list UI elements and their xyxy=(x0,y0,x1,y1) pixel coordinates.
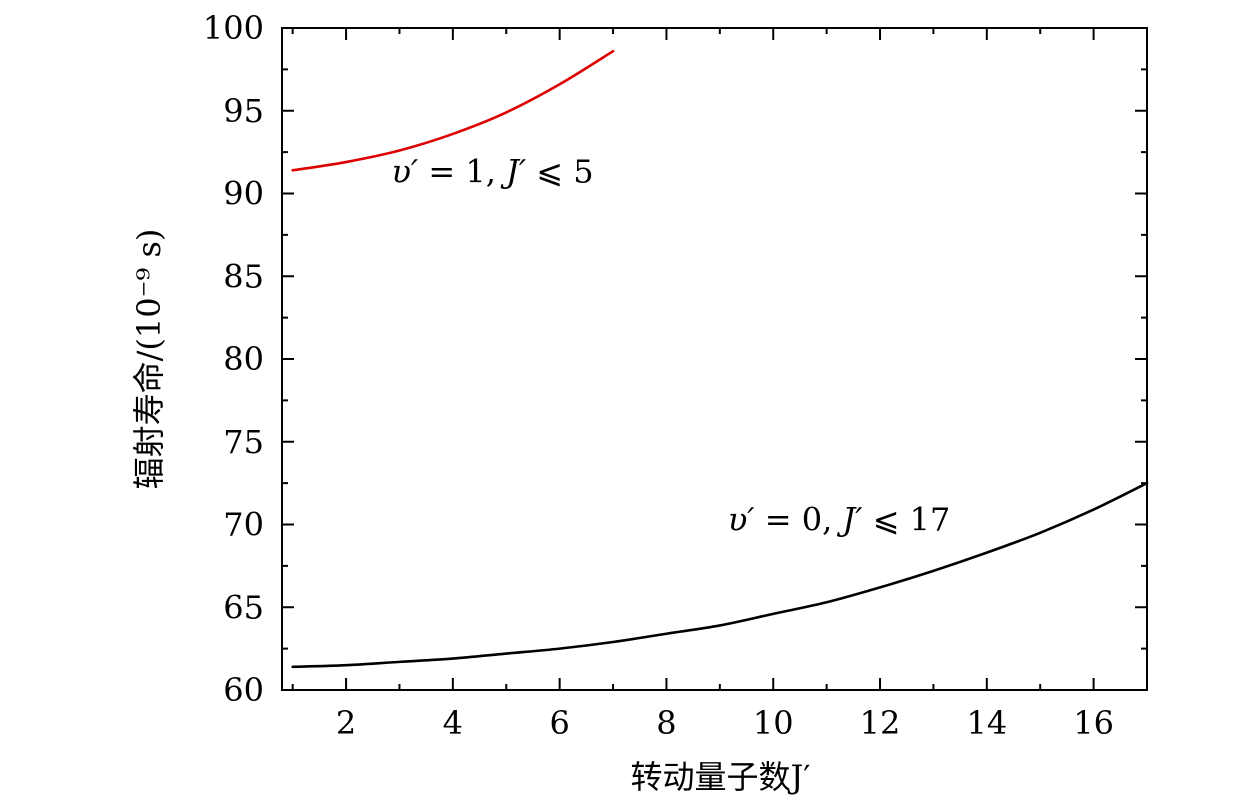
x-tick-label: 8 xyxy=(656,704,676,742)
x-tick-label: 14 xyxy=(966,704,1007,742)
x-tick-labels: 2 4 6 8 10 12 14 16 xyxy=(336,704,1114,742)
y-tick-label: 95 xyxy=(223,92,264,130)
x-axis-title: 转动量子数J′ xyxy=(630,758,810,796)
x-tick-label: 16 xyxy=(1073,704,1114,742)
y-tick-label: 85 xyxy=(223,257,264,295)
series-annotation-1: υ′ = 1, J′ ⩽ 5 xyxy=(391,153,593,191)
plot-frame xyxy=(281,27,1148,691)
y-tick-label: 80 xyxy=(223,340,264,378)
y-tick-label: 65 xyxy=(223,588,264,626)
axis-ticks xyxy=(282,27,1148,691)
x-tick-label: 12 xyxy=(860,704,901,742)
x-tick-label: 10 xyxy=(753,704,794,742)
y-tick-label: 70 xyxy=(223,506,264,544)
y-tick-label: 100 xyxy=(203,9,264,47)
y-tick-labels: 60 65 70 75 80 85 90 95 100 xyxy=(203,9,264,709)
y-tick-label: 60 xyxy=(223,671,264,709)
plot-lines xyxy=(291,49,1149,669)
x-tick-label: 2 xyxy=(336,704,356,742)
series-annotation-2: υ′ = 0, J′ ⩽ 17 xyxy=(728,500,951,538)
y-tick-label: 90 xyxy=(223,175,264,213)
y-axis-title: 辐射寿命/(10⁻⁹ s) xyxy=(130,229,168,490)
x-tick-label: 4 xyxy=(443,704,463,742)
series-line-2 xyxy=(291,481,1149,669)
y-tick-label: 75 xyxy=(223,423,264,461)
series-line-1 xyxy=(291,49,615,172)
annotations: υ′ = 1, J′ ⩽ 5 υ′ = 0, J′ ⩽ 17 xyxy=(391,153,950,539)
x-tick-label: 6 xyxy=(549,704,569,742)
